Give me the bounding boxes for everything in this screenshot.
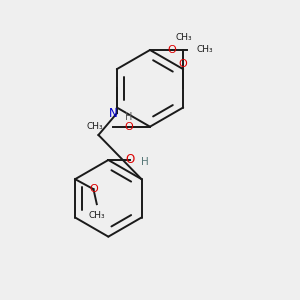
Text: O: O — [179, 59, 188, 69]
Text: O: O — [124, 122, 133, 132]
Text: O: O — [89, 184, 98, 194]
Text: CH₃: CH₃ — [197, 46, 213, 55]
Text: O: O — [167, 45, 176, 55]
Text: H: H — [125, 112, 133, 122]
Text: CH₃: CH₃ — [87, 122, 103, 131]
Text: O: O — [125, 154, 135, 166]
Text: H: H — [141, 157, 148, 167]
Text: CH₃: CH₃ — [176, 33, 192, 42]
Text: N: N — [109, 107, 118, 120]
Text: CH₃: CH₃ — [88, 212, 105, 220]
